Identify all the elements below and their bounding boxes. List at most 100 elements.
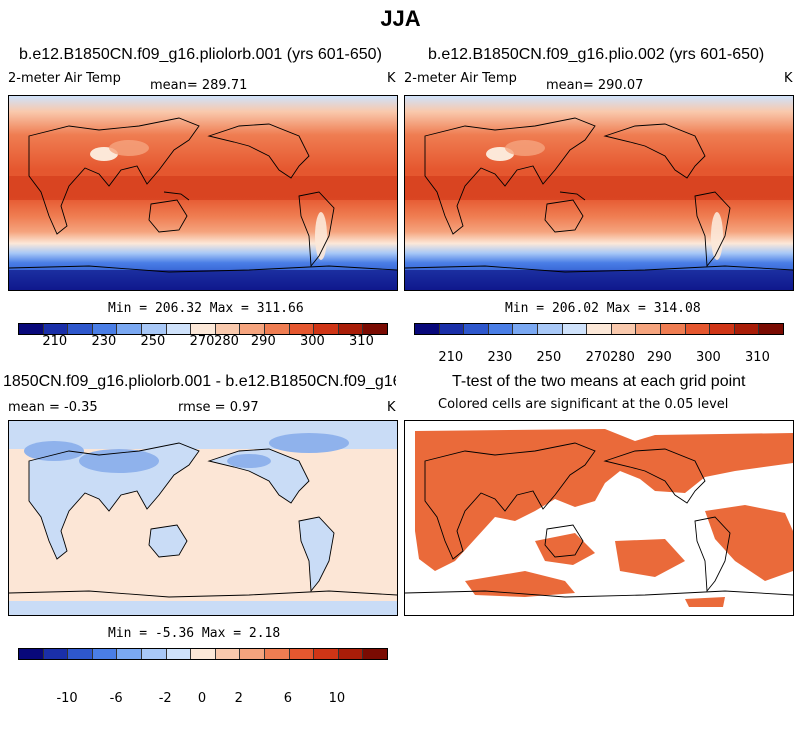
colorbar-swatch	[289, 649, 315, 659]
colorbar-tick-label: 2	[234, 691, 243, 706]
panel2-units: K	[784, 71, 793, 86]
panel2-andes-cool	[711, 212, 723, 260]
colorbar-swatch	[289, 324, 315, 334]
colorbar-tick-label: 270	[585, 350, 611, 365]
panel1-colorbar-ticks: 210 230 250 270 280 290 300 310	[18, 334, 386, 350]
panel4-significant-cells	[415, 429, 793, 607]
panel2-minmax: Min = 206.02 Max = 314.08	[505, 301, 701, 316]
panel3-mean: mean = -0.35	[8, 400, 98, 415]
panel2-mean: mean= 290.07	[546, 78, 644, 93]
colorbar-swatch	[92, 649, 118, 659]
panel3-antarctic-field	[9, 601, 397, 615]
colorbar-tick-label: 6	[283, 691, 292, 706]
panel4-map	[404, 420, 794, 616]
panel2-map	[404, 95, 794, 291]
colorbar-swatch	[488, 324, 514, 334]
panel4-subtitle: Colored cells are significant at the 0.0…	[438, 397, 729, 412]
colorbar-swatch	[215, 324, 241, 334]
colorbar-swatch	[587, 324, 612, 334]
colorbar-tick-label: 270	[189, 334, 215, 349]
panel1-colorbar	[18, 323, 388, 335]
panel3-minmax: Min = -5.36 Max = 2.18	[108, 626, 281, 641]
colorbar-tick-label: 250	[140, 334, 166, 349]
colorbar-swatch	[264, 324, 290, 334]
colorbar-swatch	[240, 649, 265, 659]
panel1-warm-band	[9, 176, 397, 200]
panel3-map-svg	[9, 421, 397, 615]
colorbar-tick-label: 0	[197, 691, 207, 706]
panel1-mean: mean= 289.71	[150, 78, 248, 93]
colorbar-swatch	[92, 324, 118, 334]
colorbar-swatch	[338, 649, 364, 659]
colorbar-swatch	[19, 649, 44, 659]
panel1-map-svg	[9, 96, 397, 290]
panel1-title: b.e12.B1850CN.f09_g16.pliolorb.001 (yrs …	[19, 46, 382, 63]
colorbar-swatch	[363, 324, 387, 334]
colorbar-swatch	[191, 649, 216, 659]
panel1-coastlines	[9, 117, 397, 273]
panel4-coastlines	[405, 442, 793, 598]
colorbar-tick-label: 280	[610, 350, 635, 365]
colorbar-swatch	[562, 324, 588, 334]
colorbar-swatch	[314, 324, 339, 334]
panel3-title: 1850CN.f09_g16.pliolorb.001 - b.e12.B185…	[3, 373, 396, 390]
panel3-strong-cooling	[24, 433, 349, 473]
colorbar-swatch	[685, 324, 711, 334]
colorbar-swatch	[338, 324, 364, 334]
panel4-title: T-test of the two means at each grid poi…	[452, 373, 746, 390]
colorbar-swatch	[513, 324, 538, 334]
colorbar-tick-label: 250	[536, 350, 562, 365]
colorbar-tick-label: 10	[328, 691, 346, 706]
colorbar-tick-label: -2	[158, 691, 172, 706]
panel1-andes-cool	[315, 212, 327, 260]
panel2-antarctic	[405, 270, 793, 290]
panel2-colorbar-ticks: 210 230 250 270 280 290 300 310	[414, 350, 782, 366]
colorbar-tick-label: 310	[349, 334, 374, 349]
colorbar-tick-label: 230	[487, 350, 513, 365]
colorbar-tick-label: 300	[695, 350, 721, 365]
colorbar-swatch	[141, 649, 167, 659]
colorbar-swatch	[43, 324, 69, 334]
panel3-colorbar-ticks: -10 -6 -2 0 2 6 10	[18, 691, 386, 707]
colorbar-swatch	[141, 324, 167, 334]
panel2-coastlines	[405, 117, 793, 273]
colorbar-tick-label: 310	[745, 350, 770, 365]
colorbar-swatch	[734, 324, 760, 334]
colorbar-swatch	[415, 324, 440, 334]
panel2-map-svg	[405, 96, 793, 290]
colorbar-swatch	[215, 649, 241, 659]
colorbar-tick-label: 210	[42, 334, 68, 349]
colorbar-tick-label: -6	[109, 691, 123, 706]
colorbar-tick-label: 210	[438, 350, 464, 365]
colorbar-swatch	[464, 324, 489, 334]
panel2-variable: 2-meter Air Temp	[404, 71, 517, 86]
panel4-map-svg	[405, 421, 793, 615]
colorbar-tick-label: 230	[91, 334, 117, 349]
colorbar-tick-label: 290	[250, 334, 276, 349]
colorbar-swatch	[240, 324, 265, 334]
colorbar-swatch	[537, 324, 563, 334]
colorbar-swatch	[264, 649, 290, 659]
colorbar-tick-label: 300	[299, 334, 325, 349]
panel3-units: K	[387, 400, 396, 415]
colorbar-swatch	[363, 649, 387, 659]
panel3-colorbar	[18, 648, 388, 660]
panel2-asia-warm	[505, 140, 545, 156]
panel3-coastlines	[9, 442, 397, 598]
panel2-title: b.e12.B1850CN.f09_g16.plio.002 (yrs 601-…	[428, 46, 765, 63]
colorbar-swatch	[759, 324, 783, 334]
colorbar-tick-label: -10	[56, 691, 78, 706]
colorbar-swatch	[314, 649, 339, 659]
colorbar-swatch	[710, 324, 735, 334]
panel3-map	[8, 420, 398, 616]
panel1-map	[8, 95, 398, 291]
colorbar-swatch	[191, 324, 216, 334]
colorbar-swatch	[117, 649, 142, 659]
panel2-colorbar	[414, 323, 784, 335]
colorbar-swatch	[117, 324, 142, 334]
colorbar-swatch	[68, 649, 93, 659]
colorbar-swatch	[660, 324, 686, 334]
panel1-variable: 2-meter Air Temp	[8, 71, 121, 86]
colorbar-swatch	[166, 324, 192, 334]
colorbar-swatch	[68, 324, 93, 334]
